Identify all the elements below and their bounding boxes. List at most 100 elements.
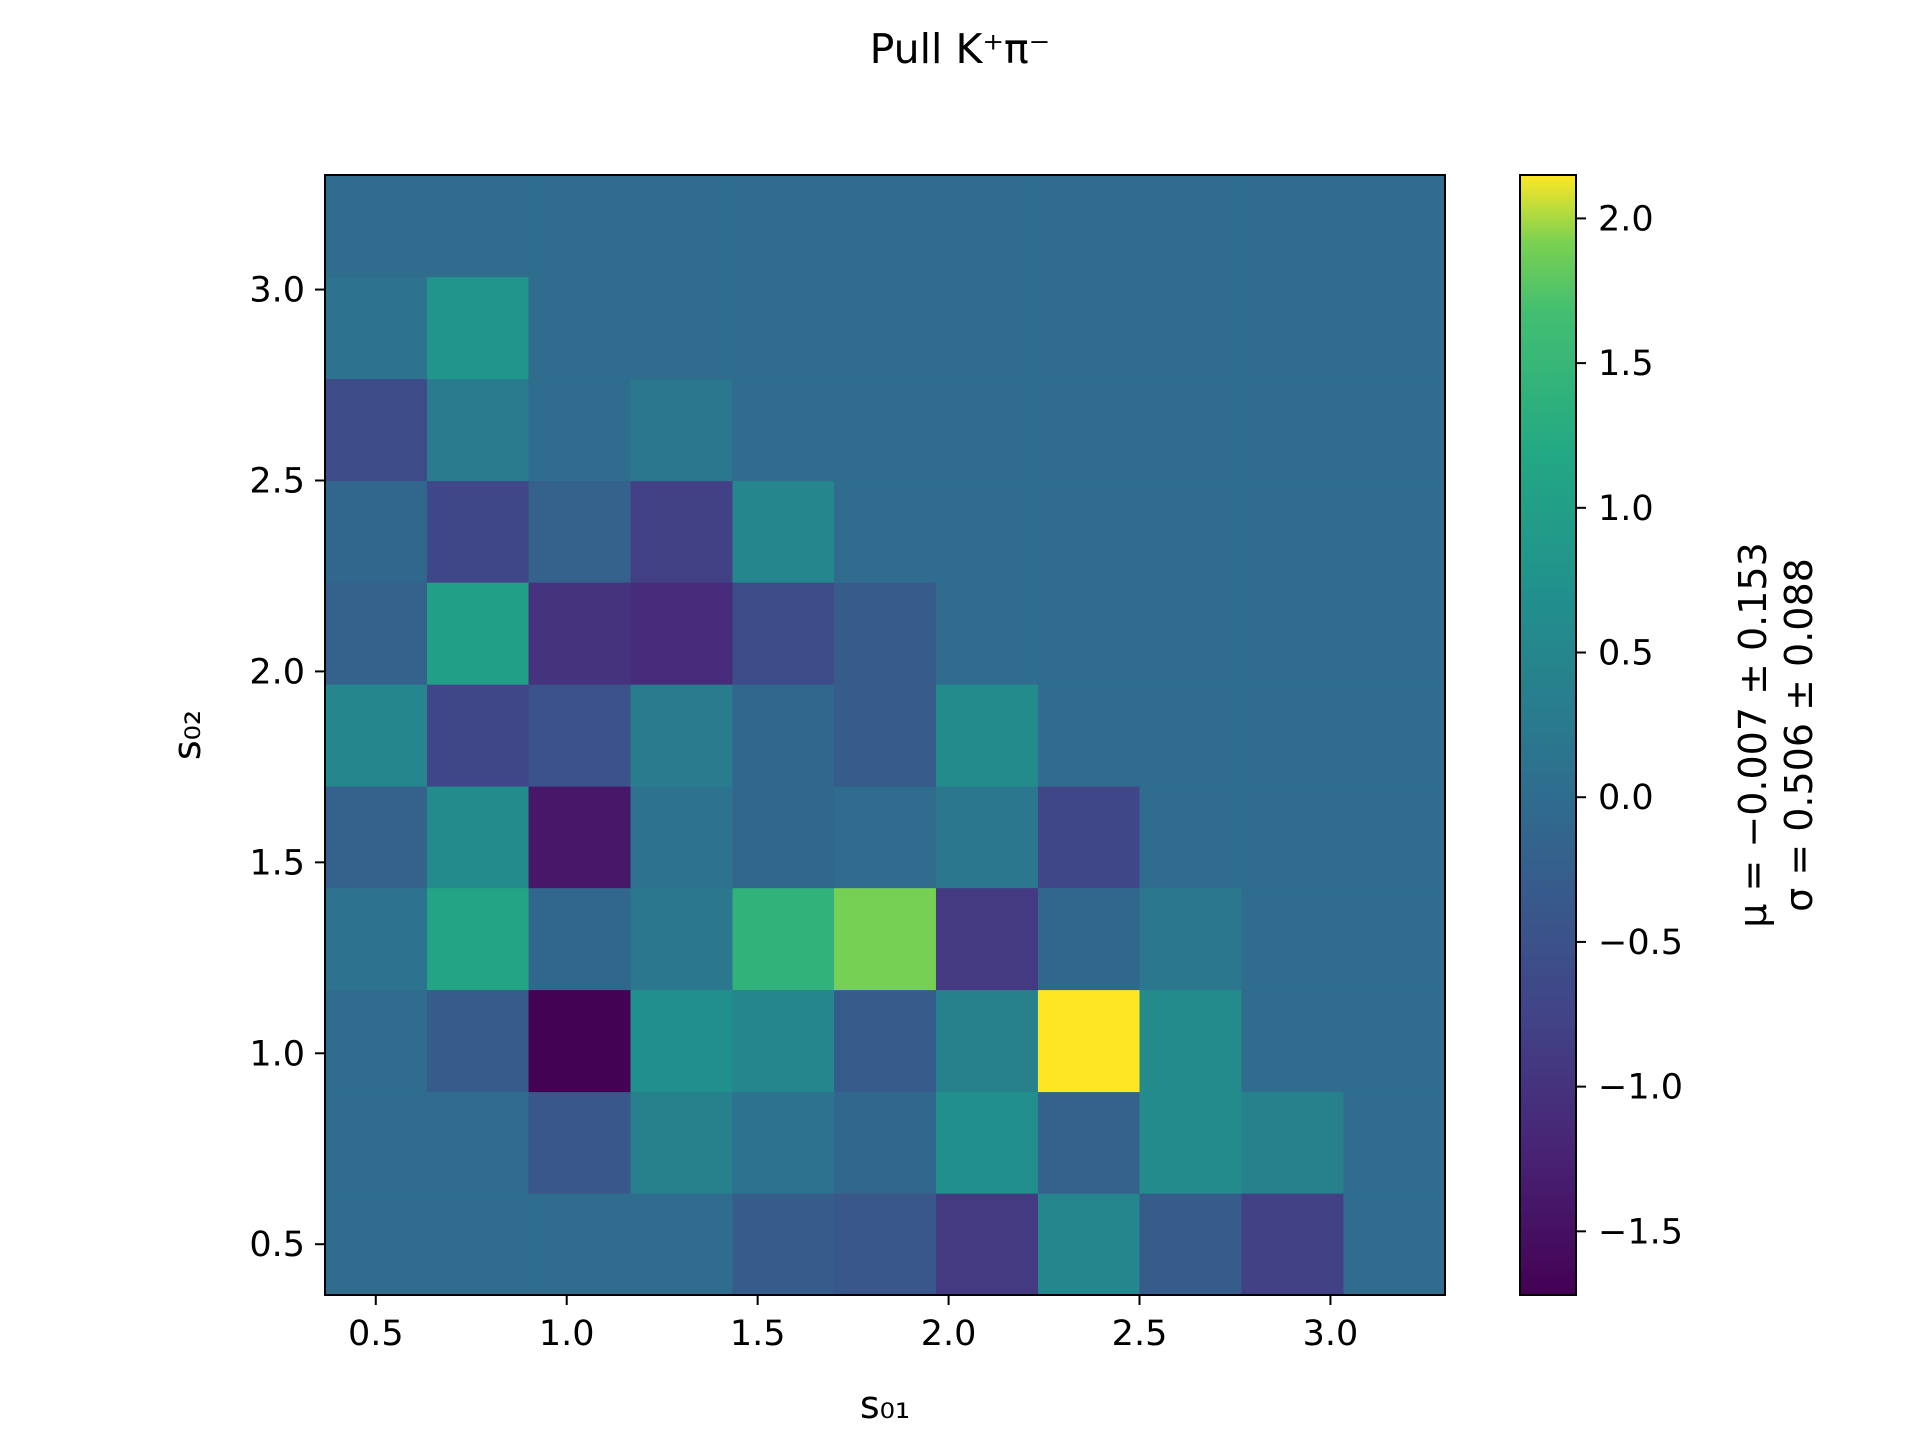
heatmap-cell [1037,785,1141,889]
heatmap-cell [1139,684,1243,787]
heatmap-cells [325,175,1446,1296]
heatmap-cell [1343,480,1446,583]
heatmap-cell [528,684,632,787]
heatmap-cell [834,276,937,380]
x-tick-label: 2.5 [1112,1314,1168,1354]
heatmap-cell [935,480,1039,583]
heatmap-cell [834,175,937,278]
heatmap-cell [1139,276,1243,380]
sigma-annotation: σ = 0.506 ± 0.088 [1777,558,1821,912]
heatmap-cell [1241,989,1345,1093]
heatmap-cell [935,785,1039,889]
heatmap-cell [834,785,937,889]
heatmap-cell [1139,1091,1243,1194]
heatmap-cell [630,582,734,685]
heatmap-cell [325,480,428,583]
heatmap-cell [1343,1193,1446,1296]
heatmap-cell [1037,175,1141,278]
heatmap-cell [1139,989,1243,1093]
y-tick-label: 1.5 [249,843,305,883]
heatmap-cell [325,175,428,278]
heatmap-cell [426,785,530,889]
x-tick-label: 1.0 [539,1314,595,1354]
heatmap-cell [528,785,632,889]
colorbar-tick-label: 0.5 [1598,634,1654,674]
x-tick-label: 1.5 [730,1314,786,1354]
heatmap-cell [1037,684,1141,787]
heatmap-cell [325,276,428,380]
heatmap-cell [1037,582,1141,685]
colorbar-tick-label: 0.0 [1598,778,1654,818]
heatmap-cell [426,480,530,583]
plot-frame [324,174,1446,1296]
heatmap-cell [426,684,530,787]
heatmap-cell [1037,378,1141,482]
heatmap-cell [1241,887,1345,991]
heatmap-cell [732,276,835,380]
heatmap-cell [1343,785,1446,889]
x-tick-label: 3.0 [1303,1314,1359,1354]
heatmap-cell [325,1091,428,1194]
heatmap-cell [630,1091,734,1194]
heatmap-cell [1139,582,1243,685]
heatmap-cell [732,1091,835,1194]
heatmap-cell [1343,175,1446,278]
heatmap-cell [834,378,937,482]
heatmap-cell [325,684,428,787]
heatmap-cell [325,1193,428,1296]
colorbar-tick-label: −1.0 [1598,1068,1683,1108]
heatmap-cell [1343,378,1446,482]
heatmap-cell [1241,276,1345,380]
heatmap-cell [1241,1091,1345,1194]
heatmap-cell [1139,785,1243,889]
colorbar-ticks: −1.5 −1.0 −0.5 0.0 0.5 1.0 1.5 2.0 [1576,199,1683,1252]
x-tick-label: 0.5 [348,1314,404,1354]
colorbar-tick-label: 1.5 [1598,344,1654,384]
heatmap-cell [325,582,428,685]
heatmap-cell [732,480,835,583]
heatmap-cell [528,378,632,482]
mu-annotation: μ = −0.007 ± 0.153 [1731,542,1775,928]
heatmap-cell [834,480,937,583]
heatmap-cell [834,1193,937,1296]
heatmap-cell [935,1193,1039,1296]
heatmap-cell [1139,1193,1243,1296]
heatmap-cell [528,1091,632,1194]
heatmap-cell [630,989,734,1093]
heatmap-cell [528,175,632,278]
heatmap-cell [528,480,632,583]
colorbar-tick-label: −0.5 [1598,923,1683,963]
heatmap-cell [834,989,937,1093]
x-axis-label: s₀₁ [860,1383,910,1427]
heatmap-cell [1139,887,1243,991]
heatmap-cell [1139,378,1243,482]
heatmap-cell [935,582,1039,685]
heatmap-cell [732,378,835,482]
heatmap-cell [732,887,835,991]
heatmap-cell [935,989,1039,1093]
colorbar-tick-label: −1.5 [1598,1212,1683,1252]
heatmap-cell [1241,175,1345,278]
heatmap-cell [1241,378,1345,482]
heatmap-cell [630,887,734,991]
heatmap-cell [1241,684,1345,787]
heatmap-cell [630,1193,734,1296]
heatmap-cell [1139,480,1243,583]
heatmap-cell [732,989,835,1093]
heatmap-cell [1241,1193,1345,1296]
heatmap-cell [1343,887,1446,991]
y-tick-label: 1.0 [249,1034,305,1074]
heatmap-cell [630,276,734,380]
heatmap-cell [630,175,734,278]
heatmap-cell [426,1193,530,1296]
heatmap-cell [935,684,1039,787]
heatmap-cell [834,582,937,685]
heatmap-cell [528,887,632,991]
heatmap-cell [834,1091,937,1194]
heatmap-cell [1241,480,1345,583]
heatmap-cell [630,480,734,583]
heatmap-cell [1343,684,1446,787]
heatmap-cell [426,887,530,991]
heatmap-cell [935,276,1039,380]
